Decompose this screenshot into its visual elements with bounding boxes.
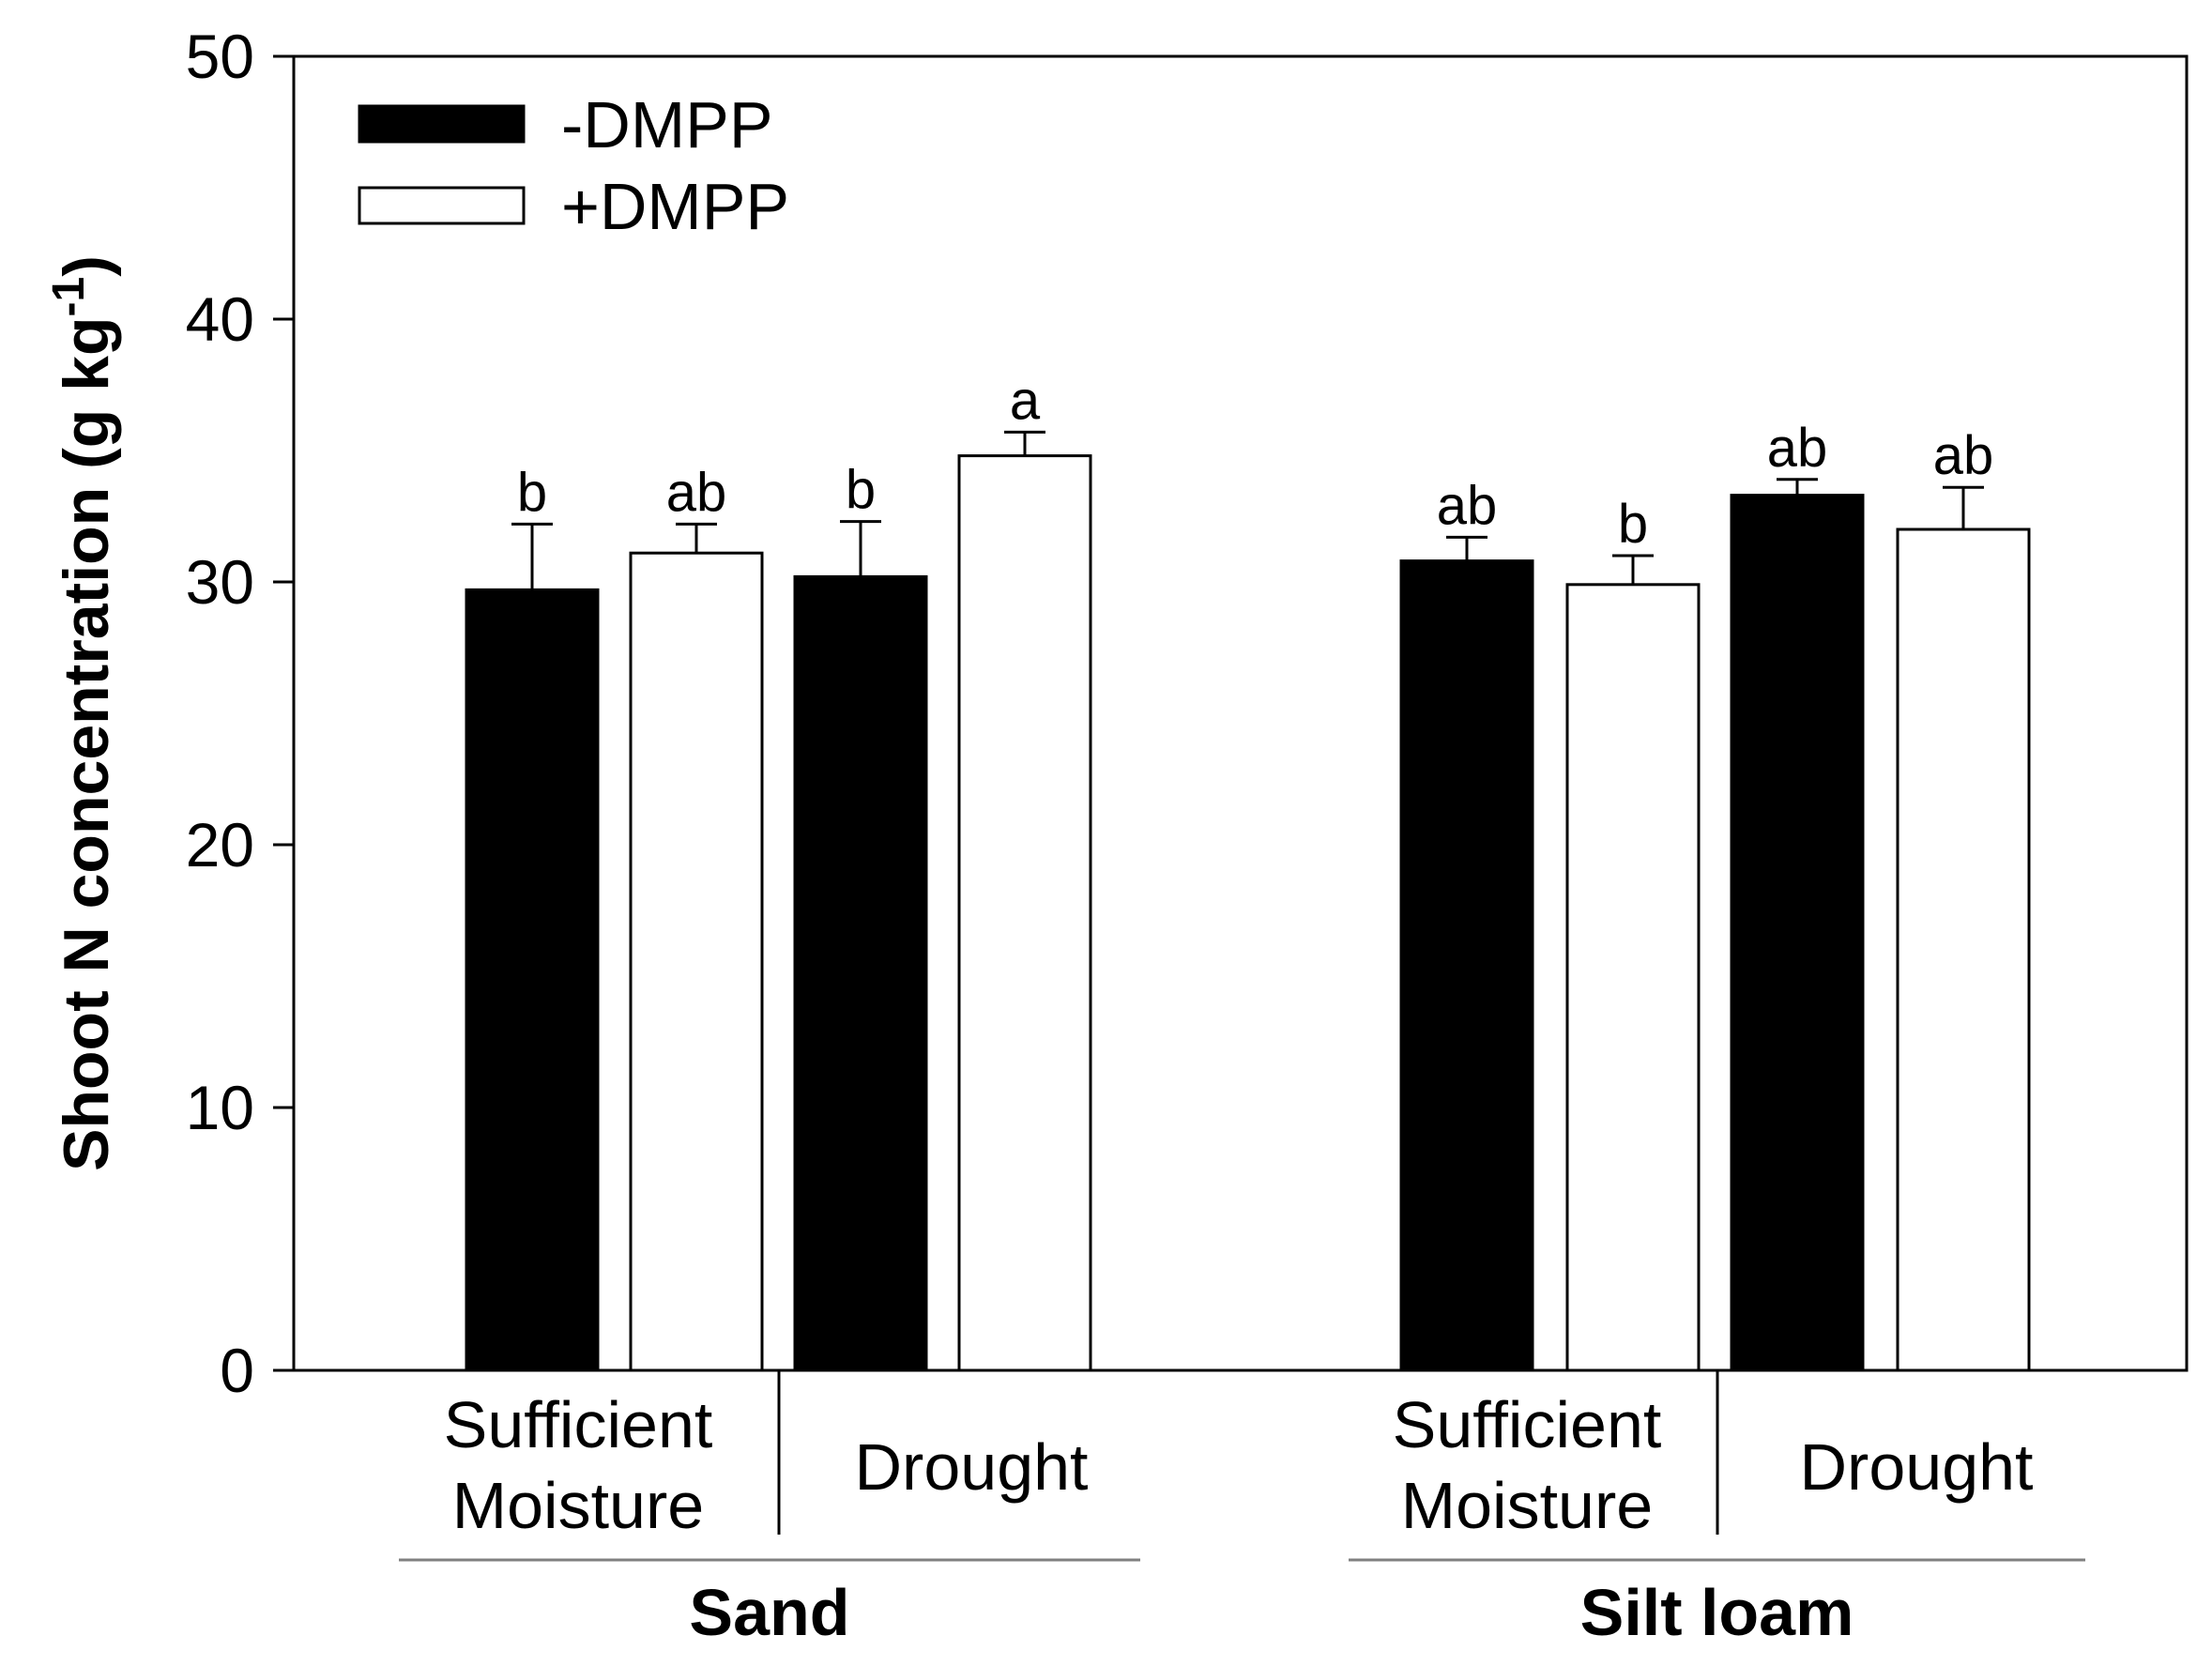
y-axis: 0 10 20 30 40 50 bbox=[186, 22, 294, 1405]
significance-label: ab bbox=[1767, 418, 1828, 479]
legend-label-minus-dmpp: -DMPP bbox=[561, 88, 773, 161]
y-axis-title-superscript: -1 bbox=[44, 277, 94, 317]
significance-label: b bbox=[1618, 494, 1648, 555]
condition-label: Drought bbox=[854, 1430, 1088, 1504]
significance-label: ab bbox=[666, 462, 727, 523]
y-tick-label: 10 bbox=[186, 1073, 254, 1142]
condition-label: Drought bbox=[1799, 1430, 2033, 1504]
bar-plus-dmpp bbox=[1565, 583, 1701, 1372]
bar-minus-dmpp bbox=[465, 588, 600, 1372]
bar-minus-dmpp bbox=[793, 574, 928, 1372]
legend: -DMPP +DMPP bbox=[358, 88, 789, 243]
condition-label: Moisture bbox=[1401, 1469, 1653, 1542]
significance-label: ab bbox=[1933, 425, 1994, 486]
y-axis-title-text: Shoot N concentration (g kg bbox=[51, 316, 122, 1170]
condition-label: Sufficient bbox=[444, 1388, 713, 1461]
bar-minus-dmpp bbox=[1399, 559, 1534, 1372]
bar-plus-dmpp bbox=[629, 551, 764, 1372]
significance-label: b bbox=[517, 462, 547, 523]
significance-label: ab bbox=[1437, 475, 1498, 536]
y-tick-label: 20 bbox=[186, 810, 254, 879]
y-tick-label: 50 bbox=[186, 22, 254, 91]
bar-plus-dmpp bbox=[1896, 527, 2031, 1372]
significance-label: a bbox=[1010, 370, 1041, 431]
soil-group-label: Sand bbox=[689, 1576, 849, 1649]
y-axis-title: Shoot N concentration (g kg-1) bbox=[44, 255, 123, 1171]
condition-label: Sufficient bbox=[1393, 1388, 1662, 1461]
bar-plus-dmpp bbox=[957, 454, 1092, 1372]
y-tick-label: 0 bbox=[220, 1336, 254, 1405]
y-tick-label: 40 bbox=[186, 284, 254, 354]
plot-frame bbox=[292, 54, 2189, 1372]
legend-swatch-minus-dmpp bbox=[358, 104, 526, 144]
condition-label: Moisture bbox=[452, 1469, 704, 1542]
legend-swatch-plus-dmpp bbox=[358, 186, 526, 225]
bar-minus-dmpp bbox=[1730, 494, 1865, 1372]
y-tick-label: 30 bbox=[186, 547, 254, 617]
significance-label: b bbox=[846, 460, 876, 521]
bars-layer: b ab b a ab b ab ab bbox=[465, 370, 2031, 1372]
soil-group-label: Silt loam bbox=[1580, 1576, 1854, 1649]
legend-label-plus-dmpp: +DMPP bbox=[561, 170, 789, 243]
x-axis: SufficientMoistureDroughtSandSufficientM… bbox=[399, 1370, 2085, 1649]
y-axis-title-close: ) bbox=[51, 255, 122, 277]
